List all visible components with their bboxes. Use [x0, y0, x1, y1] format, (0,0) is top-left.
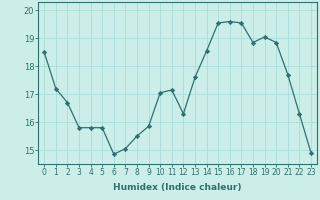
X-axis label: Humidex (Indice chaleur): Humidex (Indice chaleur)	[113, 183, 242, 192]
